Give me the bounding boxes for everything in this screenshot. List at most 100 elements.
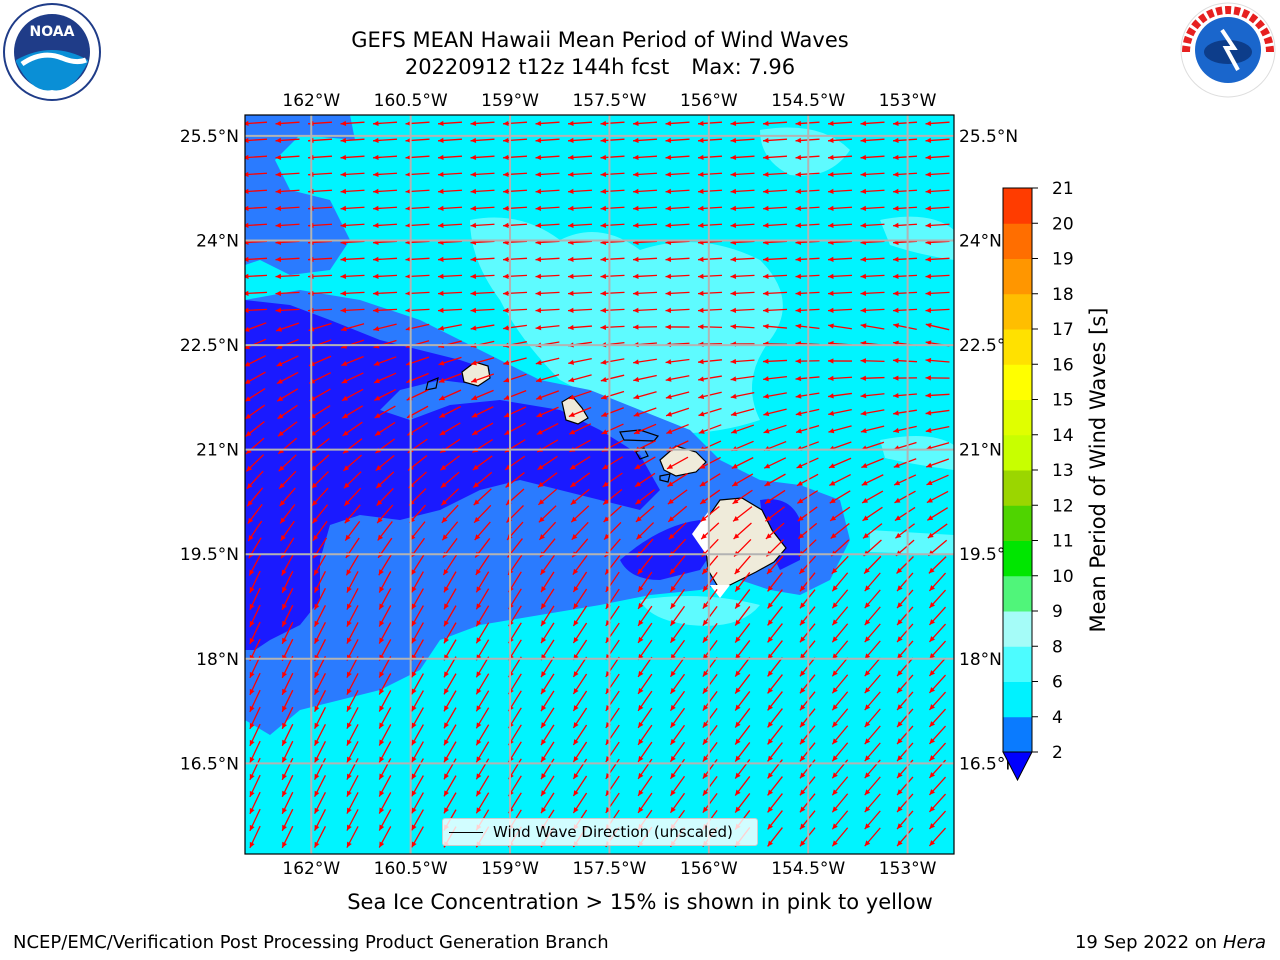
wind-arrow	[540, 707, 555, 729]
wind-arrow	[637, 741, 653, 763]
wind-arrow	[669, 571, 686, 593]
wind-arrow	[280, 520, 295, 542]
wind-arrow	[762, 171, 788, 178]
wind-arrow	[928, 589, 947, 609]
wind-arrow	[571, 521, 589, 541]
wind-arrow	[535, 307, 560, 313]
wind-arrow	[928, 556, 947, 574]
wind-arrow	[632, 154, 658, 161]
wind-arrow	[730, 424, 755, 434]
wind-arrow	[373, 372, 397, 384]
wind-arrow	[502, 120, 528, 127]
wind-arrow	[340, 307, 365, 313]
wind-arrow	[699, 473, 721, 487]
wind-arrow	[567, 290, 593, 296]
wind-arrow	[341, 355, 364, 367]
wind-arrow	[473, 488, 492, 506]
colorbar-tick-label: 16	[1052, 355, 1074, 375]
wind-arrow	[734, 691, 751, 711]
wind-arrow	[540, 792, 555, 814]
wind-arrow	[503, 324, 527, 331]
wind-arrow	[279, 487, 296, 507]
wind-arrow	[437, 120, 463, 127]
wind-arrow	[281, 791, 294, 815]
wind-arrow	[567, 222, 593, 228]
wind-arrow	[702, 724, 718, 746]
wind-arrow	[537, 472, 558, 488]
wind-arrow	[762, 205, 788, 212]
wind-arrow	[701, 555, 719, 575]
wind-arrow	[313, 758, 327, 780]
colorbar-tick-label: 9	[1052, 602, 1063, 622]
wind-arrow	[378, 758, 392, 780]
wind-arrow	[734, 657, 751, 677]
colorbar-tick-label: 20	[1052, 214, 1074, 234]
wind-arrow	[600, 222, 625, 228]
wind-arrow	[829, 490, 851, 504]
wind-arrow	[860, 323, 885, 330]
wind-arrow	[827, 205, 853, 212]
wind-arrow	[340, 154, 365, 161]
wind-arrow	[313, 724, 327, 746]
wind-arrow	[669, 673, 686, 695]
wind-arrow	[637, 605, 653, 627]
wind-arrow	[633, 423, 657, 435]
wind-arrow	[572, 758, 588, 780]
wind-arrow	[831, 674, 849, 694]
wind-arrow	[346, 656, 359, 678]
wind-arrow	[928, 776, 947, 796]
wind-arrow	[665, 171, 690, 178]
wind-arrow	[605, 605, 620, 627]
wind-arrow	[340, 205, 365, 212]
wind-arrow	[762, 358, 788, 364]
wind-arrow	[860, 409, 885, 416]
light-cyan-region	[880, 436, 954, 470]
wind-arrow	[605, 571, 620, 593]
wind-arrow	[278, 470, 297, 490]
wind-arrow	[730, 171, 755, 178]
wind-arrow	[665, 391, 690, 400]
colorbar-segment	[1003, 399, 1032, 436]
wind-arrow	[540, 690, 555, 712]
wind-arrow	[471, 406, 494, 418]
wind-arrow	[925, 273, 950, 279]
wind-arrow	[893, 458, 917, 468]
wind-arrow	[470, 307, 495, 313]
wind-arrow	[503, 390, 527, 400]
wind-arrow	[275, 205, 300, 212]
lat-tick-label: 24°N	[196, 231, 239, 251]
wind-arrow	[831, 606, 849, 626]
wind-arrow	[503, 357, 527, 366]
wind-arrow	[275, 256, 300, 262]
colorbar-segment	[1003, 188, 1032, 224]
wind-arrow	[537, 488, 558, 506]
wind-arrow	[378, 554, 392, 576]
masked-area	[692, 512, 710, 560]
wind-arrow	[831, 691, 849, 711]
wind-arrow	[475, 673, 490, 695]
wind-arrow	[697, 256, 723, 262]
wind-arrow	[378, 826, 392, 848]
wind-arrow	[730, 154, 755, 161]
wind-arrow	[860, 375, 885, 381]
wind-arrow	[249, 757, 261, 781]
wind-arrow	[470, 171, 495, 178]
wind-arrow	[632, 324, 658, 330]
wind-arrow	[666, 423, 689, 435]
wind-arrow	[277, 404, 298, 420]
wind-arrow	[732, 506, 753, 522]
wind-arrow	[313, 571, 327, 593]
wind-arrow	[568, 357, 592, 365]
wind-arrow	[313, 741, 327, 763]
wind-arrow	[568, 406, 592, 418]
wind-arrow	[281, 825, 294, 849]
colorbar-tick-label: 14	[1052, 426, 1074, 446]
wind-arrow	[698, 407, 722, 417]
wind-arrow	[633, 374, 657, 382]
wind-arrow	[892, 358, 918, 364]
footer-date-text: 19 Sep 2022 on	[1074, 932, 1218, 953]
wind-arrow	[249, 808, 261, 832]
wind-arrow	[539, 554, 556, 576]
wind-arrow	[275, 171, 300, 178]
wind-arrow	[372, 307, 398, 313]
